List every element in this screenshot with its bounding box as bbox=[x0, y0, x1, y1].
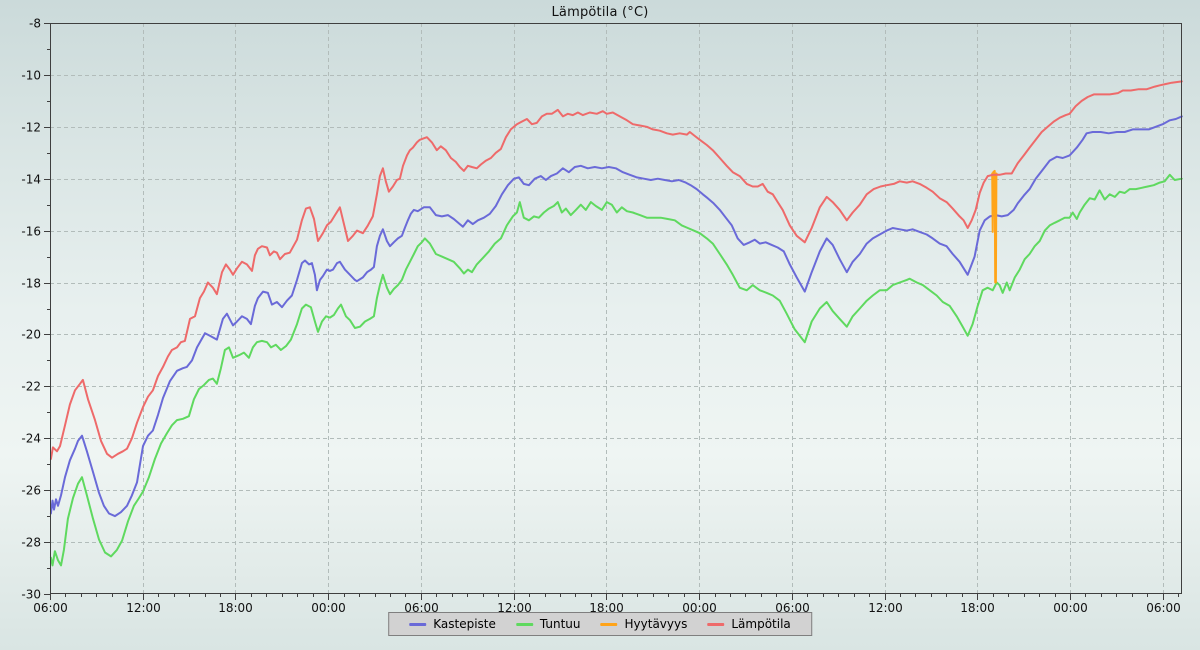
kastepiste-line-swatch-icon bbox=[409, 622, 427, 626]
series-tuntuu-line bbox=[49, 173, 1183, 567]
x-tick-label: 12:00 bbox=[868, 601, 903, 615]
legend-label-kastepiste: Kastepiste bbox=[433, 617, 496, 631]
legend-label-lampotila: Lämpötila bbox=[731, 617, 791, 631]
y-tick-label: -10 bbox=[21, 69, 41, 83]
legend-item-kastepiste: Kastepiste bbox=[409, 617, 496, 631]
x-tick-label: 18:00 bbox=[589, 601, 624, 615]
chart-legend: Kastepiste Tuntuu Hyytävyys Lämpötila bbox=[388, 612, 812, 636]
legend-item-tuntuu: Tuntuu bbox=[515, 617, 581, 631]
y-tick-label: -12 bbox=[21, 121, 41, 135]
legend-item-lampotila: Lämpötila bbox=[707, 617, 791, 631]
hyytavyys-line-swatch-icon bbox=[600, 622, 618, 626]
y-tick-label: -20 bbox=[21, 328, 41, 342]
x-tick-label: 00:00 bbox=[311, 601, 346, 615]
legend-label-hyytavyys: Hyytävyys bbox=[624, 617, 688, 631]
x-tick-label: 00:00 bbox=[682, 601, 717, 615]
legend-item-hyytavyys: Hyytävyys bbox=[600, 617, 688, 631]
series-hyytavyys-line bbox=[991, 169, 999, 284]
chart-title: Lämpötila (°C) bbox=[551, 5, 649, 20]
y-tick-label: -16 bbox=[21, 225, 41, 239]
y-tick-label: -24 bbox=[21, 432, 41, 446]
x-tick-label: 18:00 bbox=[218, 601, 253, 615]
y-tick-label: -28 bbox=[21, 536, 41, 550]
y-tick-label: -18 bbox=[21, 277, 41, 291]
x-tick-label: 06:00 bbox=[1146, 601, 1181, 615]
x-tick-label: 06:00 bbox=[33, 601, 68, 615]
y-tick-label: -26 bbox=[21, 484, 41, 498]
plot-border bbox=[50, 23, 1182, 594]
x-tick-label: 12:00 bbox=[497, 601, 532, 615]
y-tick-label: -8 bbox=[29, 17, 41, 31]
series-lampotila-line bbox=[49, 80, 1183, 460]
lampotila-line-swatch-icon bbox=[707, 622, 725, 626]
y-tick-label: -14 bbox=[21, 173, 41, 187]
tuntuu-line-swatch-icon bbox=[515, 622, 533, 626]
x-tick-label: 06:00 bbox=[404, 601, 439, 615]
x-tick-label: 12:00 bbox=[126, 601, 161, 615]
series-kastepiste-line bbox=[49, 115, 1183, 518]
y-tick-label: -22 bbox=[21, 380, 41, 394]
x-tick-label: 00:00 bbox=[1053, 601, 1088, 615]
x-tick-label: 06:00 bbox=[775, 601, 810, 615]
legend-label-tuntuu: Tuntuu bbox=[539, 617, 581, 631]
x-tick-label: 18:00 bbox=[960, 601, 995, 615]
y-tick-label: -30 bbox=[21, 588, 41, 602]
